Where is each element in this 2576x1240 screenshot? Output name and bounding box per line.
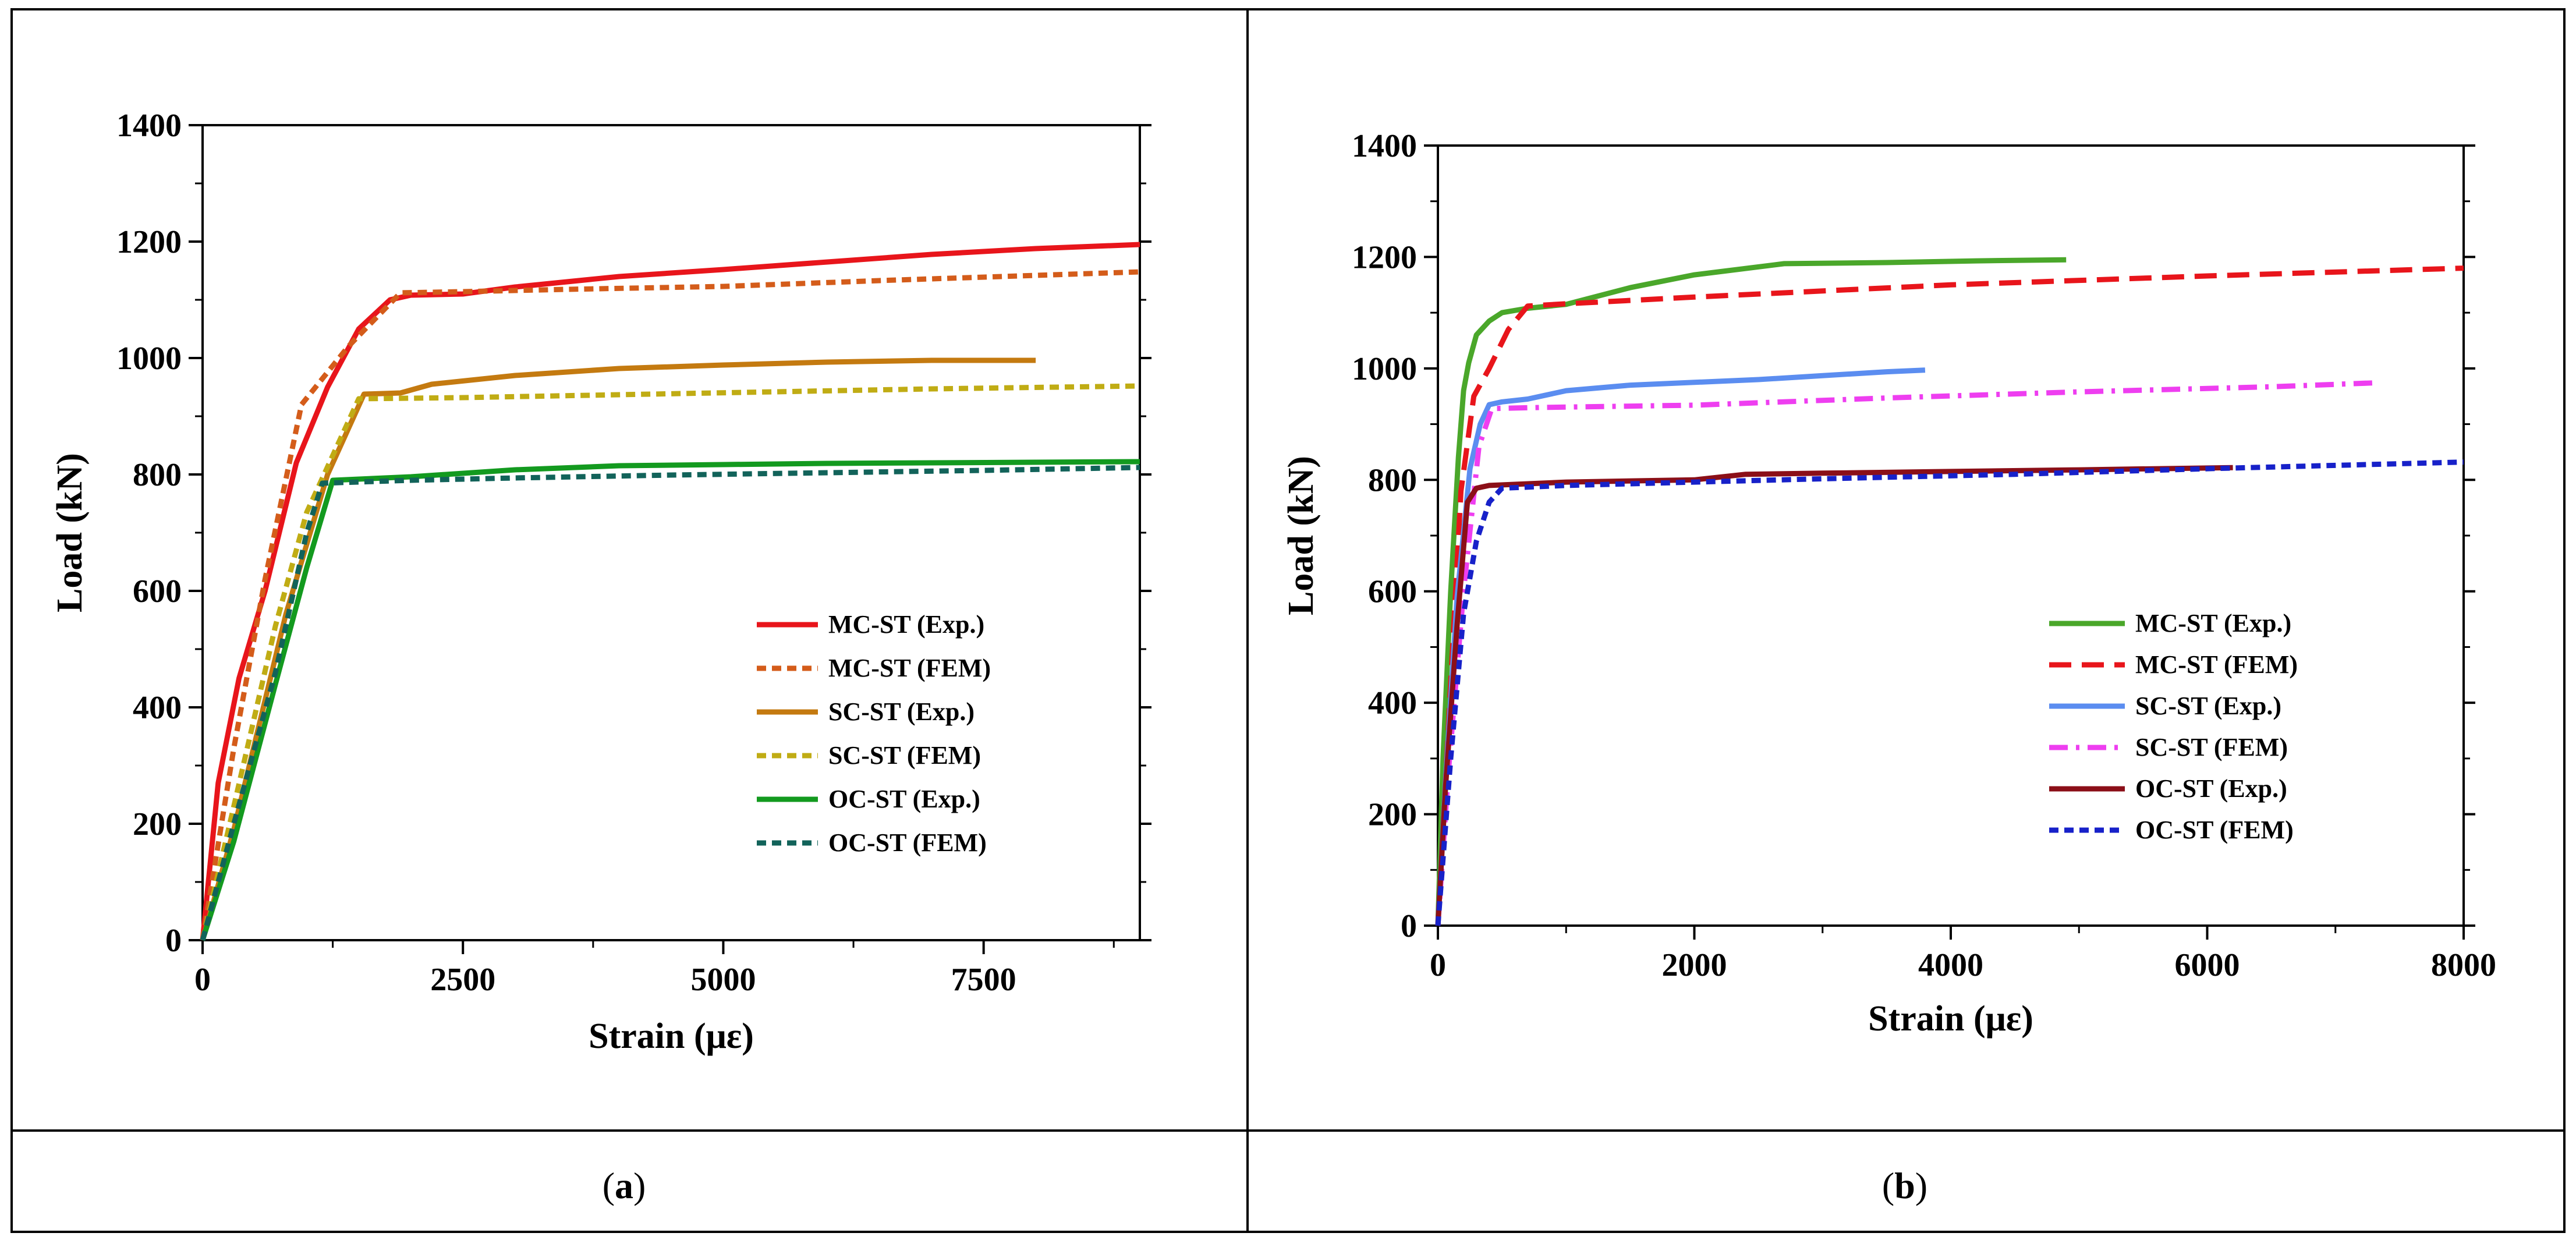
series-line-oc-st-exp: [200, 459, 1140, 941]
y-tick-label: 0: [165, 923, 182, 959]
y-tick-label: 200: [1368, 797, 1417, 833]
series-line-oc-st-fem: [1435, 459, 2464, 926]
series-line-mc-st-fem: [1435, 265, 2464, 926]
x-tick-label: 0: [194, 962, 211, 998]
x-axis-title: Strain (με): [1868, 999, 2033, 1039]
x-tick-label: 8000: [2431, 947, 2496, 983]
legend-label: OC-ST (FEM): [828, 828, 987, 857]
legend-label: MC-ST (Exp.): [828, 610, 984, 639]
legend-label: SC-ST (Exp.): [828, 697, 975, 726]
caption-a: (a): [603, 1165, 646, 1206]
x-tick-label: 2500: [430, 962, 495, 998]
legend-label: MC-ST (Exp.): [2135, 609, 2291, 637]
x-axis-title: Strain (με): [589, 1016, 754, 1056]
chart-a: 0 200 400 600 800 1000 1200 1400 0 2500 5000 7500 St…: [50, 108, 1151, 1056]
plot-frame: [201, 124, 1141, 941]
legend-label: MC-ST (FEM): [828, 654, 991, 682]
series-line-oc-st-exp: [1435, 465, 2233, 926]
y-axis-title: Load (kN): [1281, 456, 1321, 615]
legend-label: MC-ST (FEM): [2135, 650, 2298, 679]
y-tick-label: 600: [133, 573, 182, 610]
y-tick-label: 1200: [1352, 239, 1417, 275]
legend-label: SC-ST (Exp.): [2135, 692, 2281, 720]
legend-label: SC-ST (FEM): [2135, 733, 2288, 761]
x-tick-label: 0: [1430, 947, 1446, 983]
y-tick-label: 200: [133, 806, 182, 842]
series-line-oc-st-fem: [200, 465, 1140, 941]
caption-b-letter: b: [1894, 1165, 1915, 1206]
y-tick-label: 800: [133, 457, 182, 493]
y-tick-label: 0: [1401, 908, 1417, 944]
chart-b: 0 200 400 600 800 1000 1200 1400 0 2000 4000 6000 80…: [1281, 128, 2496, 1039]
legend-label: OC-ST (Exp.): [828, 785, 980, 813]
series-line-mc-st-fem: [200, 269, 1140, 941]
x-tick-label: 5000: [690, 962, 756, 998]
caption-b: (b): [1882, 1165, 1927, 1206]
x-tick-label: 6000: [2175, 947, 2240, 983]
x-tick-label: 4000: [1918, 947, 1983, 983]
series-line-sc-st-exp: [1435, 367, 1926, 926]
series-line-sc-st-fem: [200, 383, 1140, 941]
legend-label: SC-ST (FEM): [828, 741, 981, 770]
y-tick-label: 400: [133, 690, 182, 726]
x-tick-label: 2000: [1662, 947, 1727, 983]
y-tick-label: 1000: [116, 341, 182, 377]
y-tick-label: 1400: [116, 108, 182, 144]
legend-label: OC-ST (FEM): [2135, 816, 2294, 844]
y-tick-label: 400: [1368, 685, 1417, 721]
y-axis-title: Load (kN): [50, 453, 90, 612]
y-tick-label: 1200: [116, 224, 182, 260]
caption-a-letter: a: [615, 1165, 633, 1206]
x-tick-label: 7500: [951, 962, 1016, 998]
y-tick-label: 800: [1368, 462, 1417, 498]
figure-frame: [10, 8, 2566, 1233]
series-line-mc-st-exp: [1435, 257, 2067, 926]
y-tick-label: 600: [1368, 574, 1417, 610]
legend-label: OC-ST (Exp.): [2135, 774, 2287, 803]
y-tick-label: 1400: [1352, 128, 1417, 164]
y-tick-label: 1000: [1352, 351, 1417, 387]
